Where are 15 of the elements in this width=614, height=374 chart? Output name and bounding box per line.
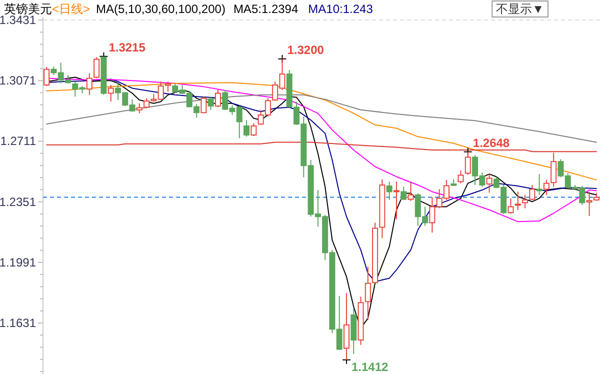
annotation: 1.2648 — [472, 136, 510, 150]
text: MA10:1.243 — [308, 2, 374, 16]
chart-subtitle: <日线> — [52, 2, 90, 16]
y-tick-label: 1.3431 — [0, 13, 36, 28]
y-tick-label: 1.2351 — [0, 194, 36, 209]
y-tick-label: 1.1991 — [0, 255, 36, 270]
text: MA5:1.2394 — [233, 2, 298, 16]
y-tick-label: 1.2711 — [0, 134, 36, 148]
y-tick-label: 1.1631 — [0, 316, 36, 330]
chart-title: 英镑美元 — [4, 2, 52, 16]
y-tick-label: 1.3071 — [0, 74, 36, 88]
annotation: 1.1412 — [351, 360, 389, 374]
annotation: 1.3215 — [108, 40, 146, 54]
text: MA(5,10,30,60,100,200) — [96, 2, 226, 16]
annotation: 1.3200 — [287, 42, 324, 57]
